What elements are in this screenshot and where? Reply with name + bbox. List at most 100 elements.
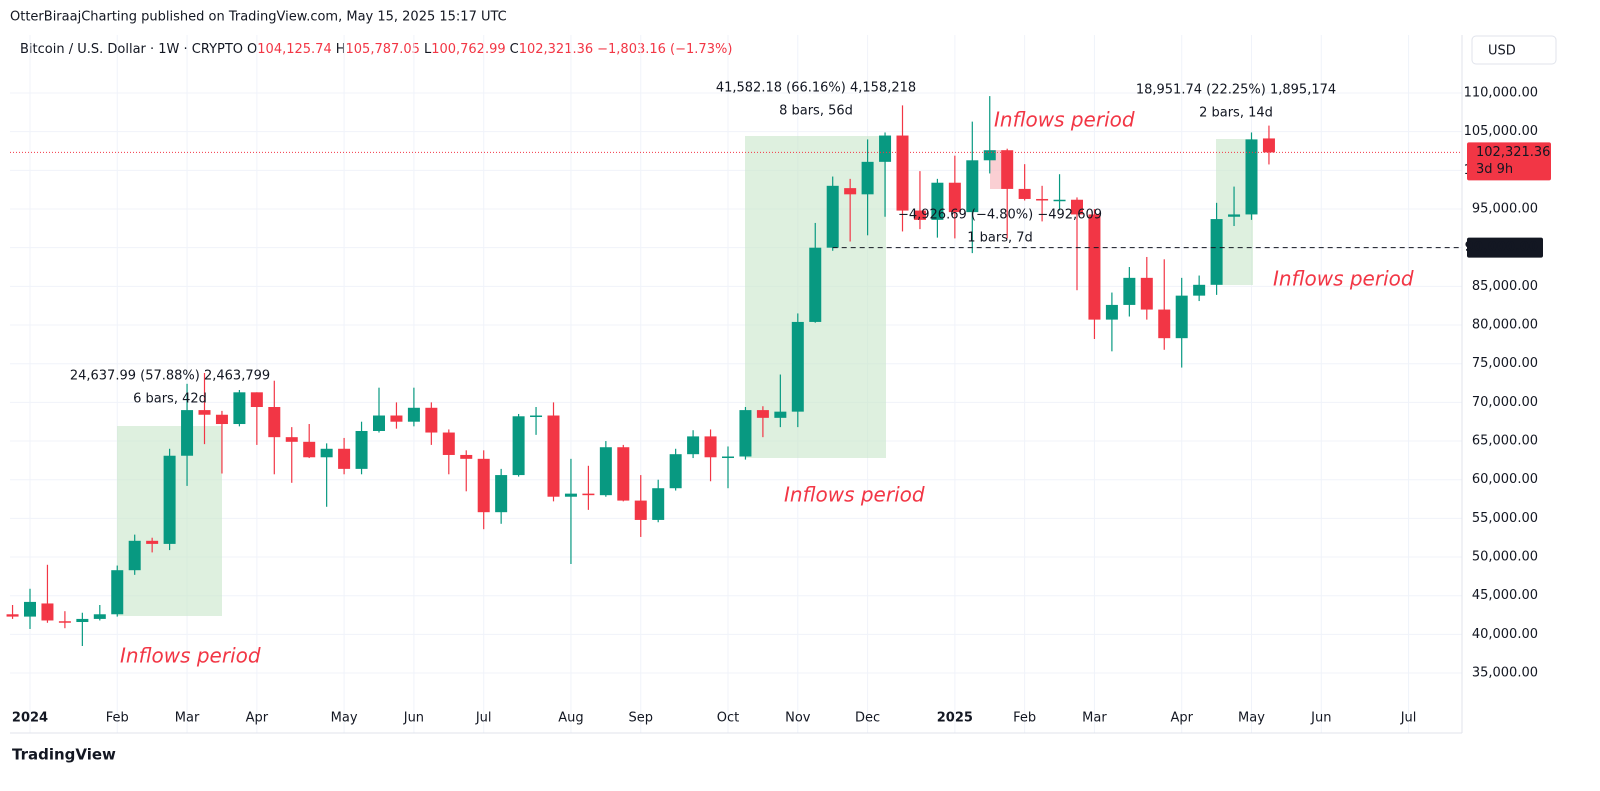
y-tick-label: 45,000.00 — [1472, 588, 1538, 603]
x-tick-label: Jun — [1310, 711, 1331, 726]
candle-body — [652, 488, 665, 520]
ohlc-value: 100,762.99 — [431, 42, 505, 57]
candle-body — [250, 392, 263, 408]
candle-body — [373, 415, 385, 431]
y-tick-label: 110,000.00 — [1464, 86, 1538, 101]
candle-body — [512, 416, 525, 476]
y-tick-label: 70,000.00 — [1472, 395, 1538, 410]
candle-body — [477, 458, 490, 513]
candle-body — [111, 570, 124, 615]
y-tick-label: 40,000.00 — [1472, 627, 1538, 642]
publisher: OtterBiraajCharting published on Trading… — [10, 10, 507, 25]
ohlc-key: C — [510, 42, 519, 57]
annotation: Inflows period — [120, 644, 261, 668]
y-tick-label: 95,000.00 — [1472, 202, 1538, 217]
x-tick-label: 2024 — [12, 711, 48, 726]
measure-label: 1 bars, 7d — [967, 231, 1033, 246]
currency[interactable]: USD — [1488, 44, 1516, 59]
candle-body — [844, 188, 857, 195]
symbol: Bitcoin / U.S. Dollar · 1W · CRYPTO — [20, 42, 243, 57]
candle-body — [861, 161, 874, 195]
x-tick-label: Sep — [628, 711, 653, 726]
candle-body — [547, 415, 560, 497]
candle-body — [791, 321, 804, 412]
candle-body — [1262, 138, 1275, 153]
candle-body — [390, 415, 403, 422]
y-tick-label: 60,000.00 — [1472, 472, 1538, 487]
y-tick-label: 50,000.00 — [1472, 550, 1538, 565]
y-tick-label: 85,000.00 — [1472, 279, 1538, 294]
candle-body — [338, 448, 351, 469]
price-box — [1467, 142, 1551, 181]
candle-body — [1071, 199, 1083, 215]
measure-label: 18,951.74 (22.25%) 1,895,174 — [1136, 83, 1336, 98]
candle-body — [687, 436, 700, 455]
candle-body — [948, 182, 961, 213]
candle-body — [931, 182, 944, 220]
level-box — [1467, 237, 1543, 258]
currency-button[interactable] — [1471, 35, 1557, 65]
candle-body — [582, 493, 595, 496]
candle-body — [913, 210, 926, 220]
ohlc-value: 102,321.36 — [519, 42, 593, 57]
candle-body — [1036, 198, 1049, 201]
candle-body — [722, 456, 734, 459]
candle-body — [1158, 309, 1171, 339]
x-tick-label: Mar — [1082, 711, 1107, 726]
measure-label: 8 bars, 56d — [779, 104, 853, 119]
candles — [6, 96, 1275, 646]
candle-body — [966, 160, 979, 213]
candle-body — [530, 415, 543, 418]
x-tick-label: Jul — [475, 711, 492, 726]
candle-body — [634, 500, 647, 520]
candle-body — [303, 441, 316, 458]
y-tick-label: 80,000.00 — [1472, 318, 1538, 333]
candle-body — [617, 447, 630, 501]
candle-body — [425, 407, 438, 433]
measure-label: 41,582.18 (66.16%) 4,158,218 — [716, 81, 916, 96]
countdown: 3d 9h — [1476, 162, 1513, 177]
ohlc-key: L — [424, 42, 432, 57]
candle-body — [128, 540, 141, 571]
ohlc-key: H — [336, 42, 346, 57]
candle-body — [41, 603, 54, 621]
level-label: 90,000.00 — [1465, 240, 1538, 255]
x-tick-label: Feb — [1013, 711, 1036, 726]
candle-body — [1245, 139, 1258, 215]
candle-body — [1105, 304, 1118, 320]
y-tick-label: 65,000.00 — [1472, 434, 1538, 449]
candle-body — [1175, 295, 1188, 339]
candle-body — [146, 540, 159, 544]
candle-body — [669, 454, 682, 489]
candle-body — [58, 621, 71, 623]
measure-label: −4,926.69 (−4.80%) −492,609 — [898, 208, 1102, 223]
annotation: Inflows period — [994, 108, 1135, 132]
candle-body — [739, 410, 752, 457]
candle-body — [1193, 284, 1206, 296]
candle-body — [495, 475, 508, 513]
candle-body — [355, 430, 368, 469]
x-tick-label: Apr — [1170, 711, 1193, 726]
candle-body — [1018, 188, 1031, 199]
x-tick-label: Apr — [246, 711, 269, 726]
legend: Bitcoin / U.S. Dollar · 1W · CRYPTO O104,… — [20, 42, 732, 57]
candle-body — [1001, 150, 1014, 189]
candle-body — [1228, 214, 1241, 217]
y-tick-label: 35,000.00 — [1472, 666, 1538, 681]
candle-body — [983, 150, 996, 161]
annotation: Inflows period — [784, 483, 925, 507]
x-tick-label: 2025 — [937, 711, 973, 726]
candle-body — [1053, 199, 1066, 202]
candle-body — [268, 407, 281, 438]
x-tick-label: Dec — [855, 711, 880, 726]
candle-body — [896, 135, 909, 211]
candle-body — [1088, 214, 1101, 320]
candle-body — [1210, 219, 1223, 285]
candle-body — [24, 601, 36, 617]
y-tick-label: 55,000.00 — [1472, 511, 1538, 526]
candle-body — [181, 410, 194, 456]
candle-body — [198, 410, 211, 415]
ohlc-value: 104,125.74 — [257, 42, 331, 57]
